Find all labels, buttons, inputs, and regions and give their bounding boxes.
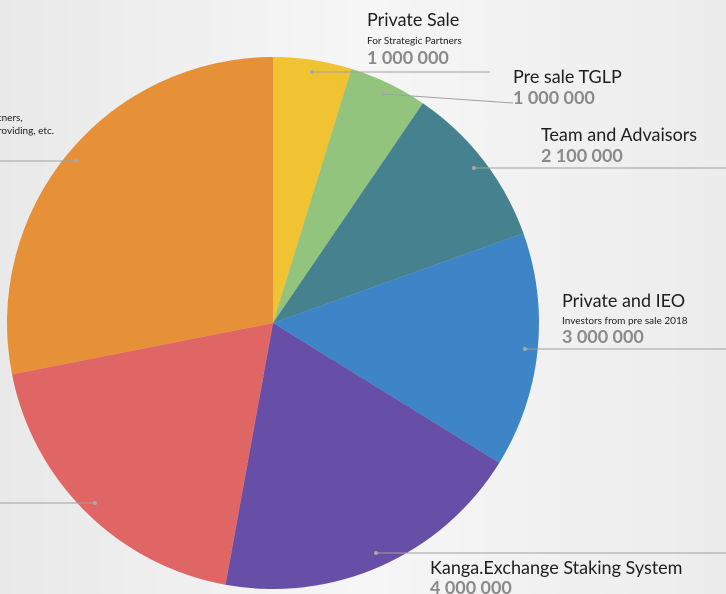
slice-description: Investors from pre sale 2018 [562, 315, 688, 327]
pie-slice [12, 323, 274, 585]
slice-label: Team and Advaisors [541, 123, 697, 145]
leader-dot [374, 551, 378, 555]
value-label: 1 000 000 [513, 86, 595, 108]
slice-label: Pre sale TGLP [513, 65, 622, 87]
leader-dot [310, 70, 314, 74]
slice-label: Kanga.Exchange Staking System [430, 556, 683, 578]
pie-slice [225, 323, 500, 589]
value-label: 2 100 000 [541, 144, 623, 166]
leader-dot [381, 92, 385, 96]
value-label: 3 000 000 [562, 325, 644, 347]
pie-slice [273, 57, 352, 323]
value-label: 4 000 000 [430, 576, 512, 594]
pie-slice [6, 57, 273, 375]
leader-dot [93, 501, 97, 505]
leader-dot [523, 347, 527, 351]
slice-description: tners, [0, 112, 23, 124]
slice-description: roviding, etc. [0, 125, 54, 137]
pie-slice [273, 103, 524, 323]
pie-slice [273, 68, 423, 324]
pie-slice [273, 233, 539, 463]
leader-dot [74, 159, 78, 163]
leader-line [382, 93, 514, 104]
slice-label: Private and IEO [562, 289, 685, 311]
value-label: 1 000 000 [367, 46, 449, 68]
slice-label: Private Sale [367, 8, 459, 30]
slice-description: For Strategic Partners [367, 35, 462, 47]
leader-dot [472, 166, 476, 170]
